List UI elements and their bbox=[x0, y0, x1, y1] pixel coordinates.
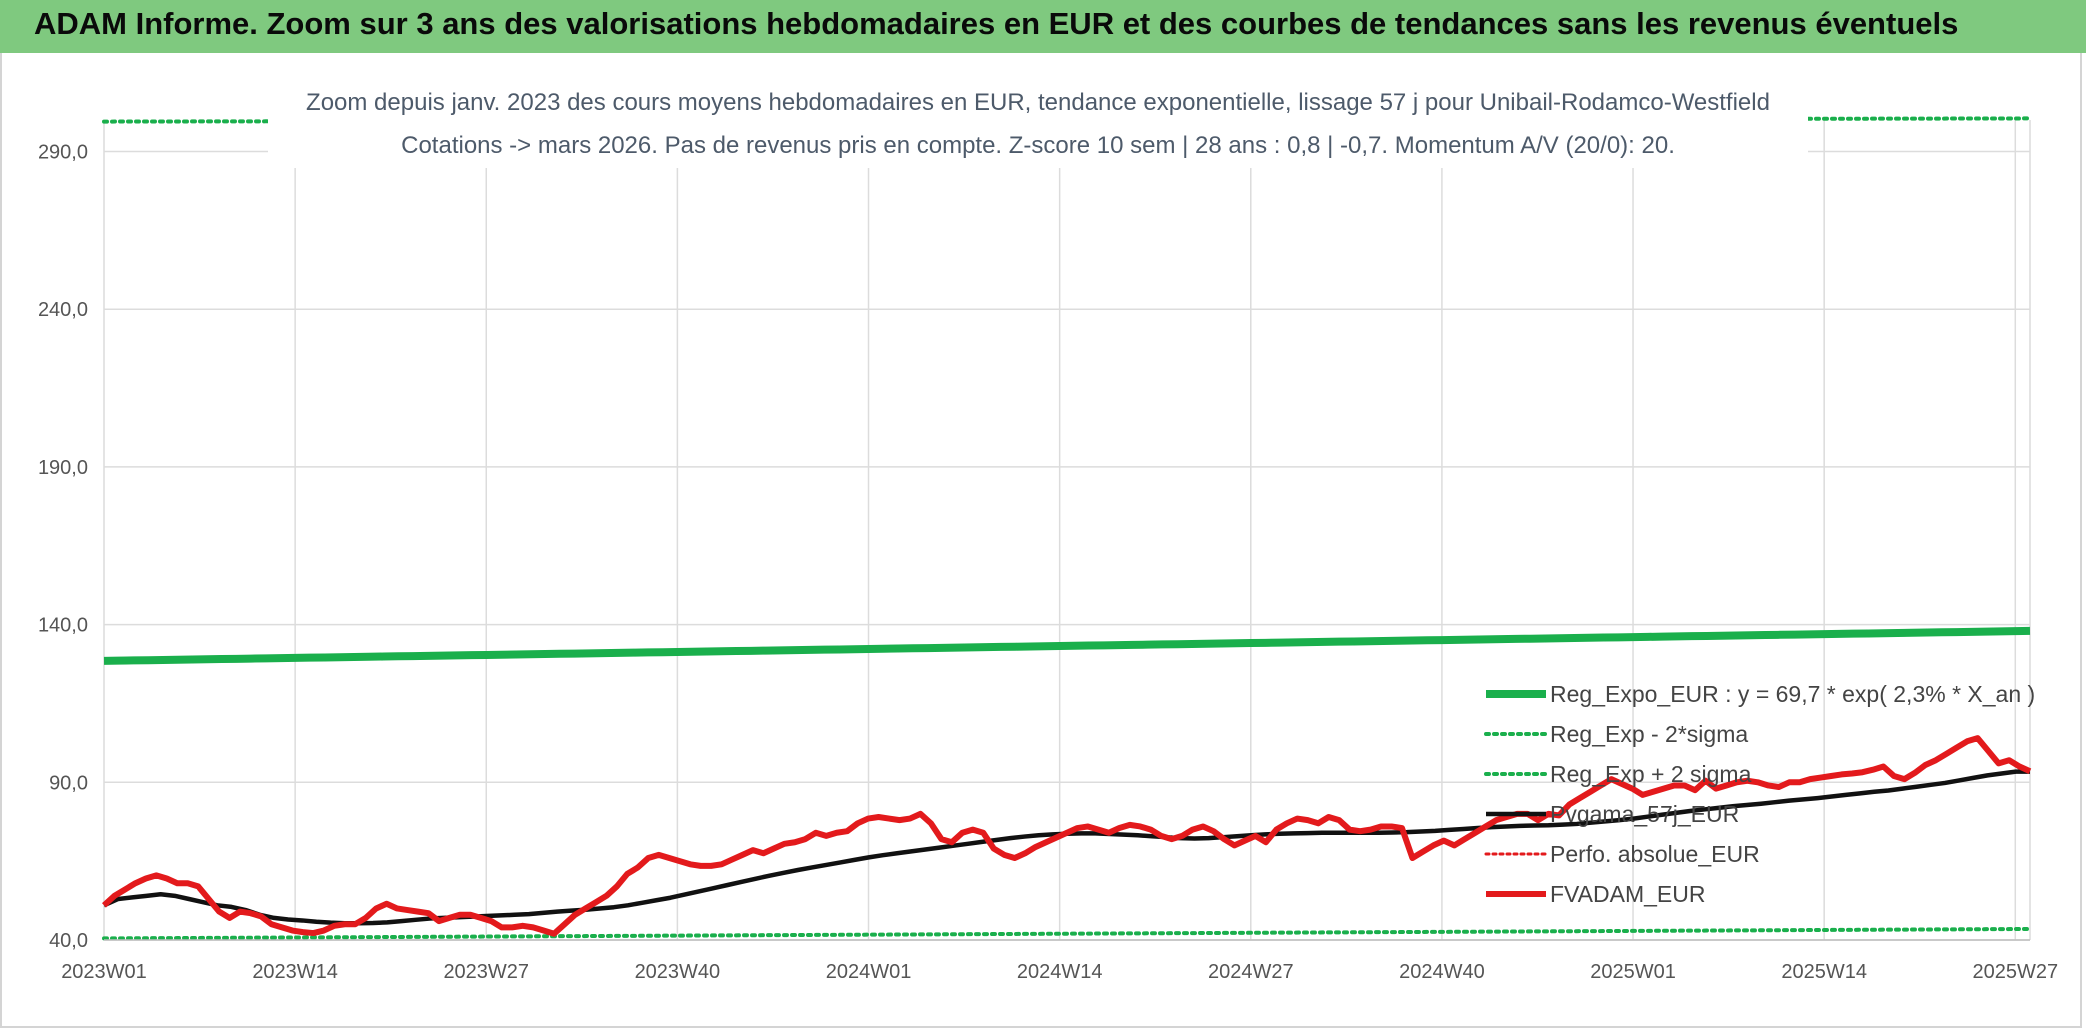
chart-frame bbox=[0, 53, 2082, 1028]
y-tick-label: 290,0 bbox=[38, 142, 88, 164]
report-title: ADAM Informe. Zoom sur 3 ans des valoris… bbox=[34, 6, 1959, 41]
series-reg-expo bbox=[103, 626, 2031, 665]
y-tick-label: 90,0 bbox=[49, 772, 88, 794]
legend-label: Perfo. absolue_EUR bbox=[1550, 841, 1760, 867]
x-tick-label: 2023W27 bbox=[443, 961, 529, 983]
y-tick-label: 40,0 bbox=[49, 930, 88, 952]
title-background bbox=[268, 78, 1808, 168]
series-reg-minus-2sigma bbox=[102, 926, 2032, 941]
y-tick-label: 140,0 bbox=[38, 615, 88, 637]
series-layer bbox=[101, 116, 2032, 941]
legend-label: Reg_Exp + 2 sigma bbox=[1550, 761, 1752, 787]
legend: Reg_Expo_EUR : y = 69,7 * exp( 2,3% * X_… bbox=[1484, 681, 2035, 907]
grid-layer bbox=[103, 120, 2031, 941]
x-tick-label: 2023W01 bbox=[61, 961, 147, 983]
legend-label: FVADAM_EUR bbox=[1550, 881, 1706, 907]
x-tick-label: 2025W14 bbox=[1781, 961, 1867, 983]
x-tick-label: 2024W01 bbox=[826, 961, 912, 983]
x-tick-label: 2024W27 bbox=[1208, 961, 1294, 983]
x-tick-label: 2024W40 bbox=[1399, 961, 1485, 983]
x-tick-label: 2025W27 bbox=[1972, 961, 2058, 983]
y-tick-label: 240,0 bbox=[38, 299, 88, 321]
legend-label: Pvgama_57j_EUR bbox=[1550, 801, 1739, 827]
x-tick-label: 2024W14 bbox=[1017, 961, 1103, 983]
y-tick-label: 190,0 bbox=[38, 457, 88, 479]
chart-subtitle: Cotations -> mars 2026. Pas de revenus p… bbox=[401, 132, 1675, 159]
x-tick-label: 2023W14 bbox=[252, 961, 338, 983]
x-tick-label: 2023W40 bbox=[635, 961, 721, 983]
series-fvadam bbox=[101, 735, 2032, 937]
axis-layer: 40,0 90,0 140,0 190,0 240,0 290,0 2023W01 2023W… bbox=[38, 142, 2058, 983]
legend-label: Reg_Expo_EUR : y = 69,7 * exp( 2,3% * X_… bbox=[1550, 681, 2035, 707]
legend-label: Reg_Exp - 2*sigma bbox=[1550, 721, 1748, 747]
x-tick-label: 2025W01 bbox=[1590, 961, 1676, 983]
chart-title: Zoom depuis janv. 2023 des cours moyens … bbox=[306, 89, 1770, 116]
report-header-bar: ADAM Informe. Zoom sur 3 ans des valoris… bbox=[0, 0, 2086, 53]
